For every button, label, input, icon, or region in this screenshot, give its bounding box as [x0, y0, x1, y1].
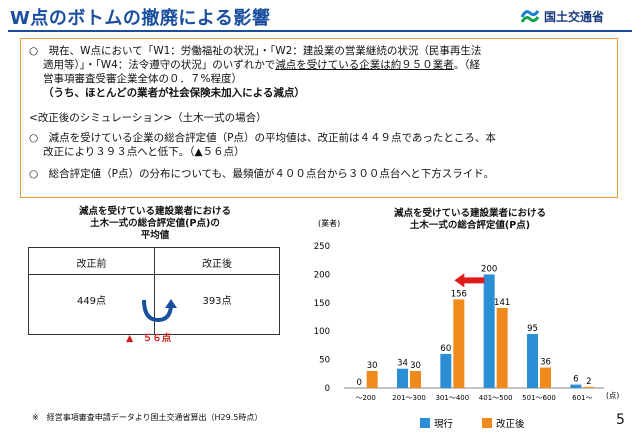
mlit-logo: 国土交通省	[520, 7, 604, 25]
bar-value-label: 30	[367, 361, 378, 371]
bar-value-label: 156	[451, 289, 467, 299]
x-axis-label: (点)	[606, 391, 619, 400]
summary-p2-line2: 改正により３９３点へと低下。（▲５６点）	[43, 146, 245, 158]
bar-revised	[583, 386, 595, 388]
summary-p3-line1: ○ 総合評定値（P点）の分布についても、最頻値が４００点台から３００点台へと下方…	[29, 168, 495, 180]
bar-current	[570, 384, 582, 388]
y-tick-label: 100	[314, 327, 330, 337]
average-table: 改正前 改正後 449点 393点	[28, 247, 280, 335]
bar-value-label: 141	[494, 298, 510, 308]
left-title-line1: 減点を受けている建設業者における	[78, 206, 231, 217]
left-title-line3: 平均値	[140, 230, 170, 241]
bar-value-label: 30	[410, 361, 421, 371]
legend-label: 現行	[434, 418, 454, 430]
chart-title-line1: 減点を受けている建設業者における	[393, 208, 546, 219]
summary-p1-line2-a: 適用等）」・「W4：法令遵守の状況」のいずれかで	[43, 59, 276, 71]
value-after: 393点	[202, 296, 232, 307]
summary-p1-line2: 適用等）」・「W4：法令遵守の状況」のいずれかで減点を受けている企業は約９５０業…	[43, 58, 480, 73]
x-tick-label: 301～400	[435, 394, 469, 402]
shift-arrow-icon	[454, 273, 485, 288]
value-before: 449点	[76, 296, 107, 307]
y-tick-label: 50	[319, 356, 330, 366]
summary-p1-line3: 営事項審査受審企業全体の０．７%程度）	[43, 73, 242, 85]
bar-value-label: 0	[356, 378, 361, 388]
y-tick-label: 250	[314, 242, 330, 252]
left-panel-title: 減点を受けている建設業者における 土木一式の総合評定値(P点)の 平均値	[40, 206, 270, 242]
simulation-heading: <改正後のシミュレーション>（土木一式の場合）	[29, 112, 267, 124]
footnote: ※ 経営事項審査申請データより国土交通省算出（H29.5時点）	[32, 413, 263, 422]
page-title: W点のボトムの撤廃による影響	[10, 8, 271, 29]
y-tick-label: 0	[325, 384, 330, 394]
mlit-logo-icon	[520, 10, 540, 23]
y-axis-label: (業者)	[318, 218, 340, 228]
bar-value-label: 6	[573, 375, 578, 385]
x-tick-label: 501～600	[522, 394, 556, 402]
bar-value-label: 36	[540, 358, 551, 368]
legend-swatch	[482, 418, 492, 428]
x-tick-label: 201～300	[392, 394, 426, 402]
summary-p1-line2-c: 。（経	[453, 59, 481, 71]
bar-revised	[366, 370, 378, 388]
bar-value-label: 2	[586, 377, 591, 387]
chart-title: 減点を受けている建設業者における 土木一式の総合評定値(P点)	[360, 208, 580, 232]
y-tick-label: 150	[314, 299, 330, 309]
x-tick-label: 401～500	[479, 394, 513, 402]
delta-label: ▲ ５６点	[126, 333, 172, 344]
summary-p2-line1: ○ 減点を受けている企業の総合評定値（P点）の平均値は、改正前は４４９点であった…	[29, 132, 496, 144]
bar-value-label: 60	[440, 344, 451, 354]
summary-p1-line1: ○ 現在、W点において「W1：労働福祉の状況」・「W2：建設業の営業継続の状況（…	[29, 45, 482, 57]
bar-value-label: 95	[527, 324, 538, 334]
bar-current	[397, 368, 408, 388]
x-tick-label: ～200	[355, 394, 375, 402]
legend-swatch	[420, 418, 430, 428]
logo-text: 国土交通省	[544, 9, 605, 24]
bar-current	[483, 274, 495, 388]
bar-revised	[496, 307, 508, 388]
bar-value-label: 200	[481, 264, 497, 274]
summary-box: ○ 現在、W点において「W1：労働福祉の状況」・「W2：建設業の営業継続の状況（…	[20, 38, 618, 198]
legend-label: 改正後	[496, 418, 525, 430]
chart-title-line2: 土木一式の総合評定値(P点)	[409, 220, 531, 231]
title-divider	[8, 30, 632, 32]
bar-revised	[540, 367, 551, 388]
left-title-line2: 土木一式の総合評定値(P点)の	[90, 218, 220, 229]
bar-revised	[410, 370, 421, 388]
summary-p1-line4: （うち、ほとんどの業者が社会保険未加入による減点）	[43, 87, 305, 99]
col-after-header: 改正後	[202, 259, 232, 270]
x-tick-label: 601～	[572, 394, 592, 402]
col-before-header: 改正前	[76, 259, 107, 270]
bar-value-label: 34	[397, 359, 408, 369]
page-number: 5	[616, 412, 625, 428]
decrease-arrow-icon	[142, 299, 177, 323]
summary-p1-highlight: 減点を受けている企業は約９５０業者	[275, 59, 454, 71]
table-col-rule	[154, 248, 155, 334]
bar-current	[440, 353, 452, 388]
y-tick-label: 200	[314, 270, 330, 280]
bar-current	[527, 334, 538, 388]
bar-revised	[453, 299, 465, 388]
